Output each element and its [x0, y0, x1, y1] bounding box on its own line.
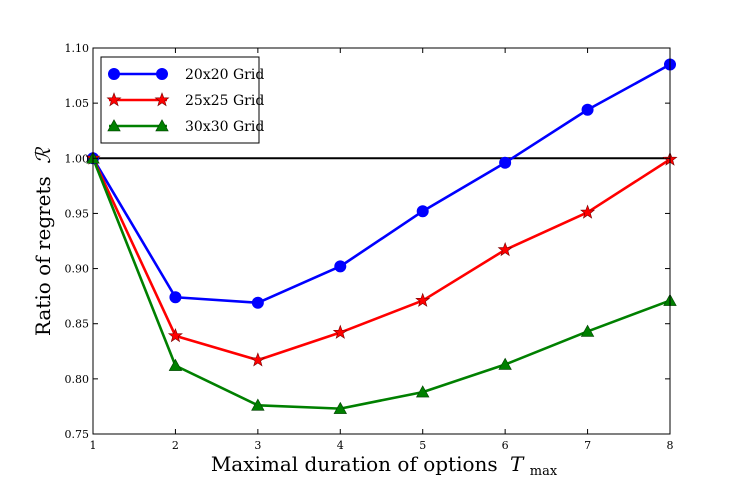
- axes-layer: 1 2 3 4 5 6 7 8 0.75 0.80 0.85 0.90 0.95 1.00 1.05 1.10: [65, 42, 674, 452]
- data-point: [168, 358, 183, 371]
- data-point: [497, 241, 513, 257]
- legend-label: 30x30 Grid: [185, 119, 264, 135]
- legend-entry-2: 25x25 Grid: [106, 92, 264, 109]
- y-tick-label: 1.00: [65, 152, 90, 165]
- y-tick-label: 0.95: [65, 207, 90, 220]
- series-2: [91, 157, 671, 362]
- legend-marker-left: [106, 92, 122, 107]
- data-point: [251, 296, 264, 309]
- series-line: [91, 157, 671, 362]
- legend-marker-right: [155, 119, 169, 132]
- series-line: [91, 157, 671, 410]
- data-point: [416, 385, 430, 398]
- x-tick-label: 1: [90, 439, 97, 452]
- data-point: [334, 260, 347, 273]
- data-point: [416, 205, 429, 218]
- x-axis-label-subscript: max: [530, 464, 558, 479]
- axes-frame: [92, 47, 671, 435]
- legend: 20x20 Grid 25x25 Grid 30x30 Grid: [100, 56, 264, 144]
- y-tick-label: 0.90: [65, 263, 90, 276]
- data-point: [581, 103, 594, 116]
- x-tick-label: 4: [337, 439, 344, 452]
- x-tick-label: 2: [172, 439, 179, 452]
- y-tick-label: 0.85: [65, 318, 90, 331]
- data-point: [333, 401, 347, 414]
- legend-marker-right: [156, 68, 168, 80]
- y-tick-label: 0.80: [65, 373, 90, 386]
- series-3-markers: [86, 151, 677, 414]
- data-point: [332, 324, 348, 339]
- legend-marker-left: [108, 68, 120, 80]
- legend-entry-1: 20x20 Grid: [108, 67, 264, 83]
- data-point: [499, 156, 512, 169]
- x-axis-title: Maximal duration of options T max: [211, 452, 558, 479]
- data-point: [415, 292, 431, 307]
- legend-label: 20x20 Grid: [185, 67, 264, 83]
- legend-marker-right: [154, 92, 170, 107]
- data-point: [169, 291, 182, 304]
- x-tick-label: 6: [502, 439, 509, 452]
- data-point: [251, 398, 265, 411]
- series-3: [91, 157, 671, 410]
- y-tick-label: 1.05: [65, 97, 90, 110]
- x-tick-label: 5: [419, 439, 426, 452]
- legend-marker-left: [107, 119, 121, 132]
- y-tick-label: 0.75: [65, 428, 90, 441]
- data-point: [498, 357, 512, 370]
- x-tick-label: 3: [254, 439, 261, 452]
- y-axis-label-text: Ratio of regrets: [31, 176, 55, 336]
- y-axis-title: Ratio of regrets ℛ: [31, 146, 55, 336]
- legend-entry-3: 30x30 Grid: [107, 119, 264, 135]
- x-axis-label-math: T: [510, 452, 525, 476]
- x-tick-label: 7: [584, 439, 591, 452]
- data-point: [167, 327, 183, 343]
- series-line: [91, 63, 671, 305]
- series-1-markers: [87, 58, 676, 309]
- y-tick-label: 1.10: [65, 42, 90, 55]
- series-1: [91, 63, 671, 305]
- data-point: [580, 204, 596, 219]
- y-axis-label-math: ℛ: [31, 146, 55, 164]
- x-axis-label-text: Maximal duration of options: [211, 452, 498, 476]
- legend-label: 25x25 Grid: [185, 93, 264, 109]
- series-layer: [85, 58, 678, 414]
- x-tick-label: 8: [667, 439, 674, 452]
- data-point: [580, 324, 595, 337]
- data-point: [250, 352, 266, 367]
